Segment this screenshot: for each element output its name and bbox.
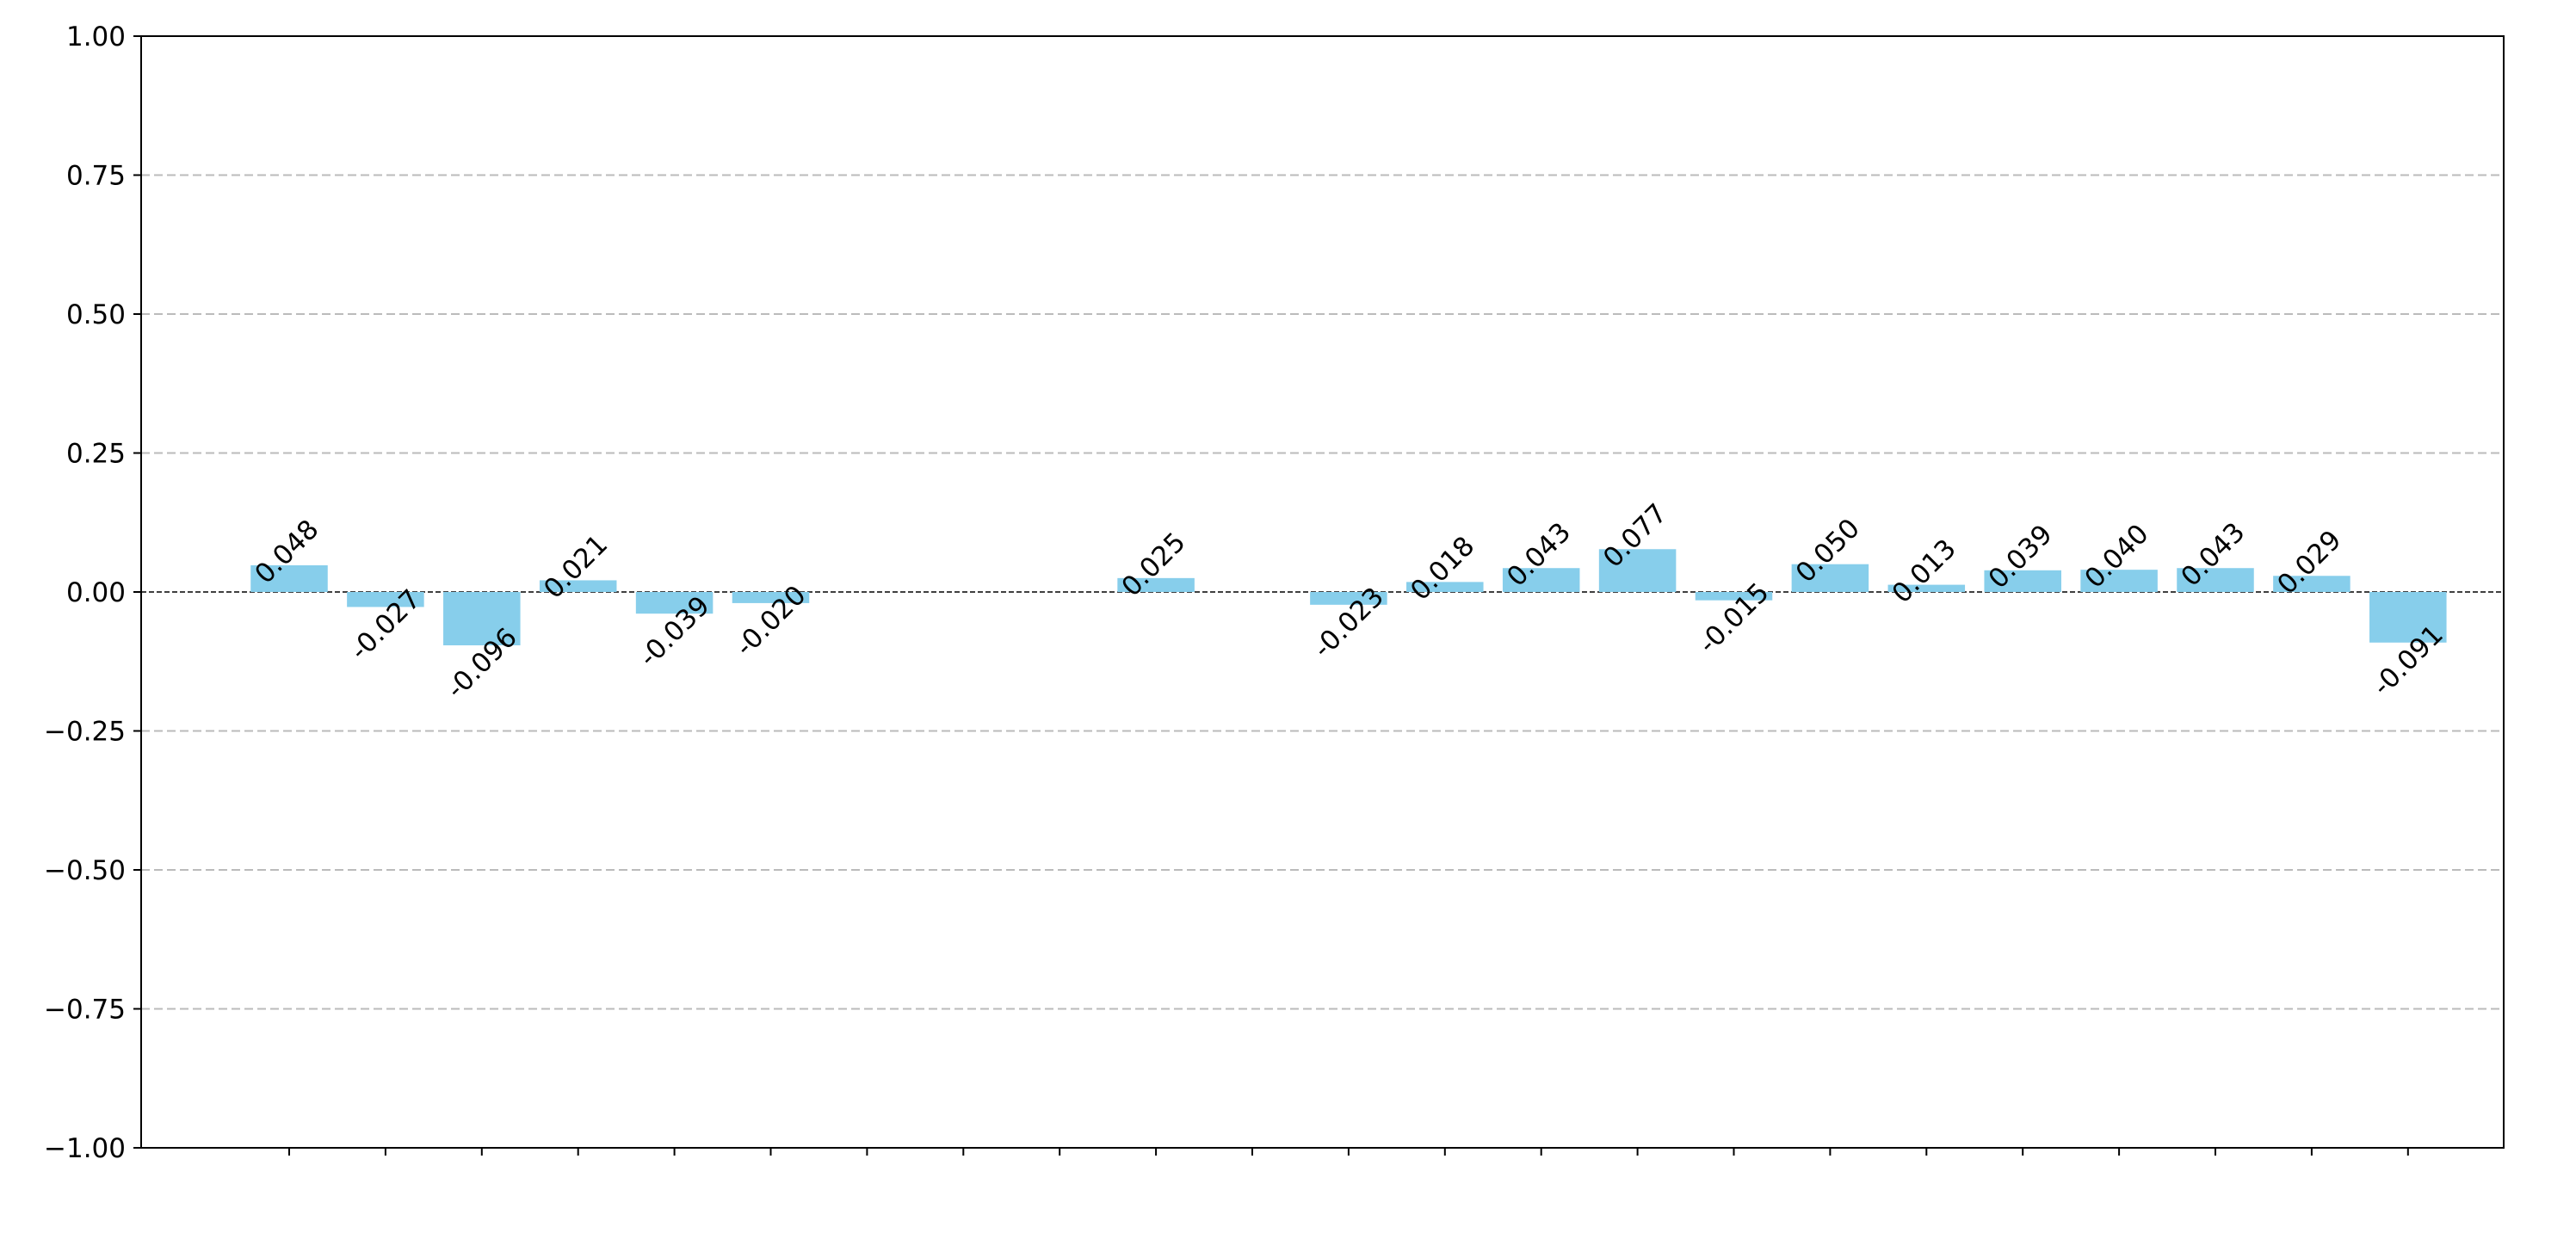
y-tick-label: 0.50 [66,299,126,330]
bar [443,592,521,646]
value-label: 0.018 [1405,531,1480,607]
bar [1117,577,1195,592]
value-label: -0.015 [1692,577,1775,660]
bar [250,564,328,592]
y-tick-label: −0.75 [44,995,126,1026]
bar [539,580,617,592]
bar [1598,549,1677,592]
bar [635,592,713,614]
y-tick-label: −0.25 [44,717,126,748]
bar [1406,582,1484,592]
bar [2273,576,2351,592]
y-tick-label: −0.50 [44,855,126,886]
bar [1502,568,1580,592]
bar [1791,564,1869,592]
bar [732,592,810,603]
bar [1310,592,1387,605]
value-label: 0.021 [538,529,614,605]
y-tick-label: 0.75 [66,161,126,192]
y-tick-label: −1.00 [44,1133,126,1164]
plot-frame [140,35,2505,1149]
bar [1887,584,1966,592]
value-label: 0.013 [1887,533,1962,609]
y-tick-label: 0.25 [66,439,126,470]
bar [2080,570,2158,592]
bar [2177,568,2254,592]
bar [347,592,424,607]
y-tick-label: 1.00 [66,22,126,52]
bar [1695,592,1773,601]
bar [2369,592,2447,643]
bar [1984,570,2061,592]
y-tick-label: 0.00 [66,577,126,608]
